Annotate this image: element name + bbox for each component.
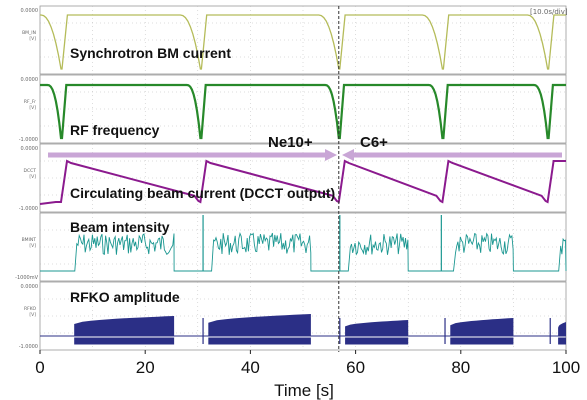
panel-channel-label: DCCT [V]: [24, 168, 37, 180]
x-axis-label: Time [s]: [274, 381, 334, 400]
ne10-annotation: Ne10+: [268, 134, 313, 151]
rfko-fill: [558, 322, 566, 336]
panel-scale-top: 0.0000: [21, 284, 39, 290]
rfko-fill: [345, 320, 409, 336]
x-tick-label: 60: [346, 358, 365, 377]
x-tick-label: 80: [451, 358, 470, 377]
labels-layer: 0.0000 BM_IN [V] Synchrotron BM current 0.00…: [15, 8, 335, 350]
beam-intensity-trace: [40, 232, 567, 272]
panel-scale-top: 0.0000: [21, 77, 39, 83]
bm-current-trace: [40, 14, 566, 70]
panel-scale-top: 0.0000: [21, 8, 39, 14]
panel-channel-label: BMINT [V]: [22, 237, 37, 249]
panel-scale-bottom: -1.0000: [19, 206, 38, 212]
panel-title: RFKO amplitude: [70, 289, 180, 305]
panel-title: Synchrotron BM current: [70, 45, 231, 61]
panel-channel-label: RF_Fr [V]: [24, 99, 36, 111]
c-arrow-head: [342, 149, 354, 161]
x-tick-label: 20: [136, 358, 155, 377]
panel-frame: [39, 5, 567, 75]
ion-arrows: Ne10+ C6+: [48, 134, 562, 161]
x-axis: 0 20 40 60 80 100: [35, 350, 580, 377]
panel-scale-bottom: -1000mV: [15, 275, 38, 281]
panel-channel-label: BM_IN [V]: [22, 30, 36, 42]
x-tick-label: 40: [241, 358, 260, 377]
panel-title: RF frequency: [70, 122, 160, 138]
ne-arrow-head: [325, 149, 337, 161]
panel-title: Circulating beam current (DCCT output): [70, 185, 335, 201]
c6-annotation: C6+: [360, 134, 388, 151]
rf-frequency-trace: [40, 83, 566, 140]
rfko-fill: [74, 316, 175, 336]
panel-channel-label: RFKO [V]: [24, 306, 36, 318]
rfko-fill: [450, 318, 514, 336]
x-tick-label: 100: [552, 358, 580, 377]
timebase-readout: [10.0s/div]: [530, 8, 568, 16]
panel-scale-top: 0.0000: [21, 146, 39, 152]
x-tick-label: 0: [35, 358, 44, 377]
panel-scale-bottom: -1.0000: [19, 344, 38, 350]
panel-title: Beam intensity: [70, 219, 170, 235]
panel-scale-bottom: -1.0000: [19, 137, 38, 143]
rfko-fill: [208, 314, 311, 336]
